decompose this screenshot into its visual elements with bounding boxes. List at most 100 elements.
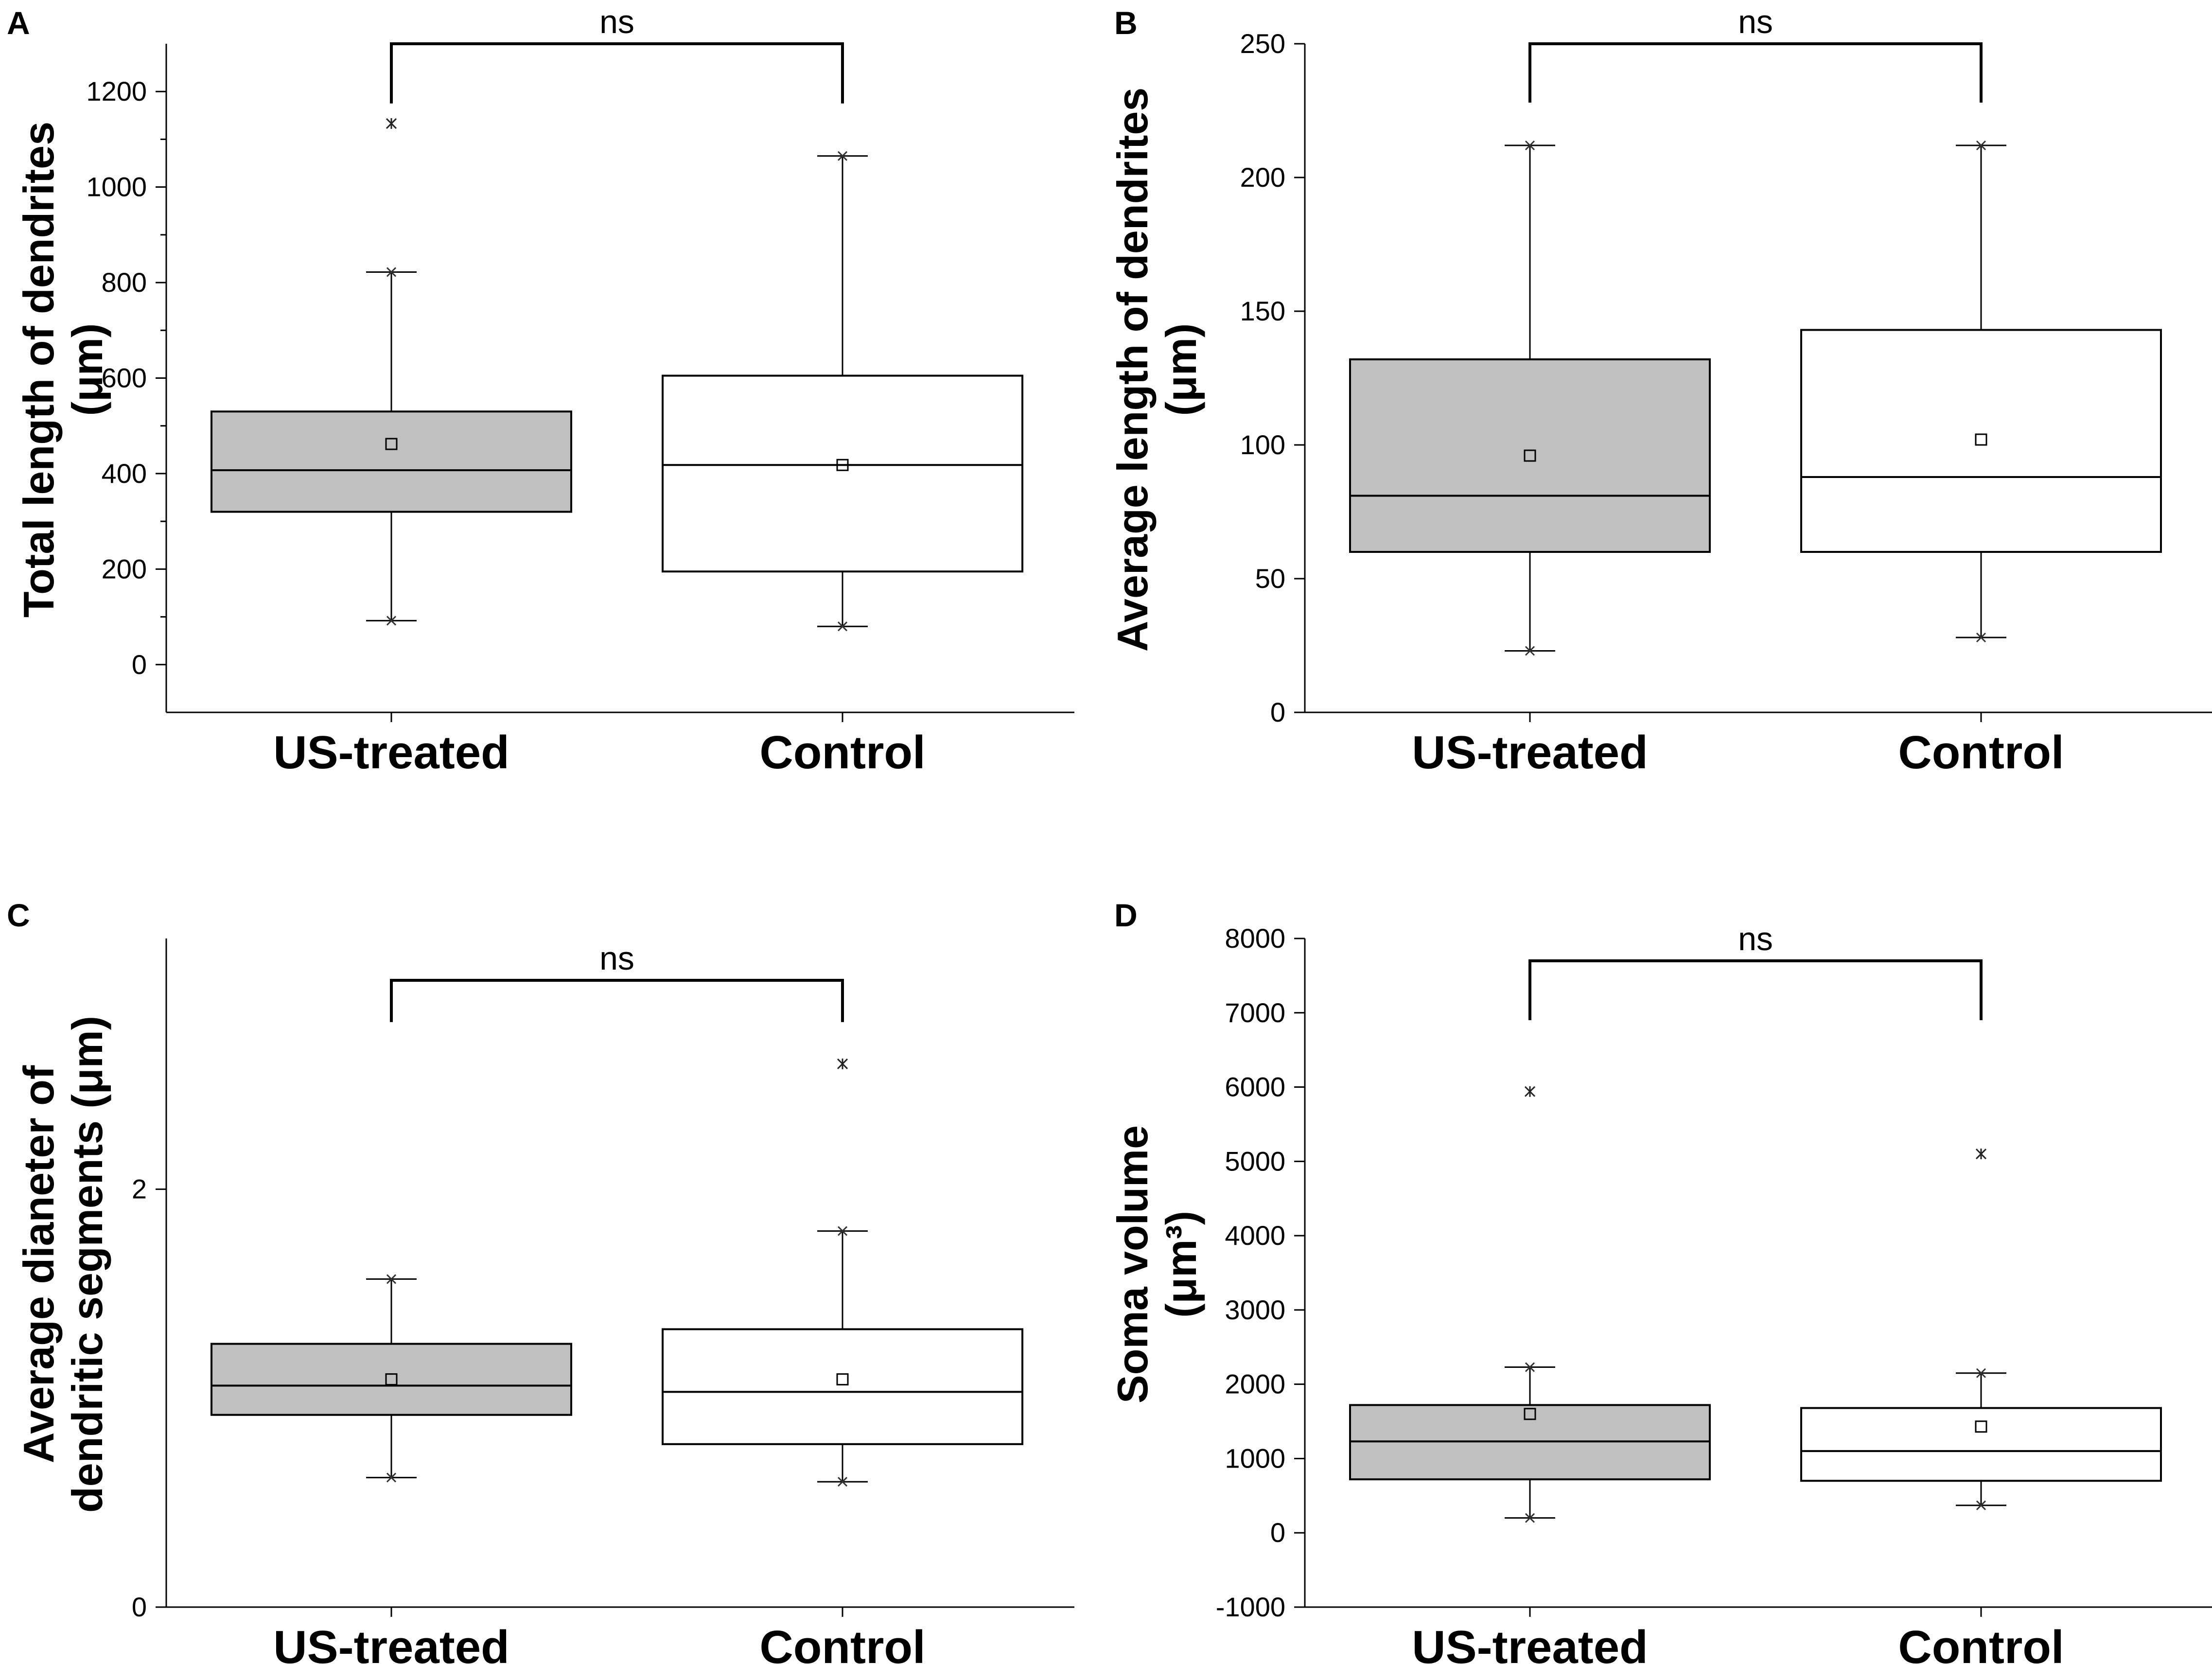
panel-c: C 0 2 US-treated Control Average dianeter of d…	[7, 897, 1074, 1664]
y-tick-label: 200	[102, 553, 147, 584]
significance-bracket	[1528, 959, 1983, 1021]
significance-label: ns	[599, 3, 634, 40]
outlier-marker	[386, 118, 397, 129]
box-us-treated	[211, 118, 572, 626]
y-tick-label: 0	[132, 1592, 147, 1622]
y-axis-title: (μm)	[63, 323, 111, 416]
y-tick-label: 1000	[86, 172, 147, 202]
outlier-marker	[837, 1058, 848, 1069]
y-tick-label: 0	[132, 649, 147, 680]
whisker-end-marker	[386, 267, 397, 277]
y-tick-label: 200	[1240, 162, 1285, 193]
y-axis-title: (μm)	[1157, 323, 1205, 416]
y-tick-label: 250	[1240, 28, 1285, 59]
box-us-treated	[1349, 140, 1711, 656]
y-tick-label: 50	[1255, 563, 1285, 594]
box-control	[662, 151, 1023, 632]
box-us-treated	[211, 1274, 572, 1483]
mean-marker	[836, 1373, 849, 1386]
y-tick-label: 600	[102, 363, 147, 393]
mean-marker	[1975, 433, 1987, 446]
whisker-end-marker	[1976, 1500, 1986, 1510]
y-axis-title: Average length of dendrites	[1108, 88, 1157, 652]
whisker-end-marker	[1525, 140, 1535, 151]
category-label: Control	[759, 1621, 925, 1664]
mean-marker	[1524, 1408, 1536, 1420]
iqr-box	[662, 374, 1023, 573]
whisker-end-marker	[837, 151, 848, 161]
iqr-box	[1349, 358, 1711, 553]
mean-marker	[1975, 1420, 1987, 1433]
y-tick-label: 8000	[1225, 923, 1285, 954]
y-tick-label: 5000	[1225, 1146, 1285, 1176]
panel-letter: A	[7, 5, 30, 41]
significance-label: ns	[1738, 3, 1773, 40]
iqr-box	[1800, 1407, 2162, 1482]
whisker-end-marker	[386, 1274, 397, 1284]
category-label: US-treated	[273, 726, 509, 779]
outlier-marker	[1975, 1148, 1987, 1160]
iqr-box	[662, 1328, 1023, 1445]
y-tick-label: 0	[1270, 697, 1285, 727]
y-tick-label: 0	[1270, 1517, 1285, 1548]
mean-marker	[1524, 449, 1536, 462]
mean-marker	[385, 438, 398, 450]
y-tick-label: 1000	[1225, 1443, 1285, 1473]
panel-letter: B	[1114, 5, 1138, 41]
panel-letter: D	[1114, 897, 1138, 933]
panel-a: A 0 200 400 600 800 1000 1200 US-treated Control T…	[7, 3, 1074, 779]
y-tick-label: 3000	[1225, 1294, 1285, 1325]
significance-bracket	[1528, 42, 1983, 103]
panel-letter: C	[7, 897, 30, 933]
whisker-end-marker	[837, 1477, 848, 1487]
significance-bracket	[390, 978, 844, 1022]
box-control	[1800, 140, 2162, 643]
y-tick-label: 100	[1240, 429, 1285, 460]
category-label: Control	[759, 726, 925, 779]
y-tick-label: 1200	[86, 76, 147, 106]
box-us-treated	[1349, 1086, 1711, 1523]
iqr-box	[211, 410, 572, 513]
y-axis-title: Total length of dendrites	[15, 122, 63, 618]
y-tick-label: 4000	[1225, 1220, 1285, 1251]
panel-d: D -1000 0 1000 2000 3000 4000 5000 6000 7000 8000 U…	[1108, 897, 2212, 1664]
whisker-end-marker	[1976, 632, 1986, 643]
whisker-end-marker	[837, 1226, 848, 1236]
significance-label: ns	[599, 940, 634, 977]
iqr-box	[211, 1343, 572, 1416]
y-axis-title: dendritic segments (μm)	[63, 1016, 111, 1513]
panel-b: B 0 50 100 150 200 250 US-treated Control Average…	[1108, 3, 2212, 779]
y-tick-label: 7000	[1225, 997, 1285, 1028]
whisker-end-marker	[1525, 1362, 1535, 1372]
whisker-end-marker	[1976, 140, 1986, 151]
mean-marker	[385, 1373, 398, 1386]
iqr-box	[1800, 329, 2162, 553]
significance-label: ns	[1738, 921, 1773, 957]
whisker-end-marker	[837, 621, 848, 632]
category-label: US-treated	[1412, 1621, 1648, 1664]
outlier-marker	[1524, 1086, 1536, 1097]
y-tick-label: 800	[102, 267, 147, 298]
significance-bracket	[390, 42, 844, 104]
y-tick-label: 2	[132, 1174, 147, 1204]
y-axis-title: Soma volume	[1108, 1125, 1157, 1403]
y-tick-label: 400	[102, 458, 147, 489]
category-label: US-treated	[1412, 726, 1648, 779]
category-label: Control	[1898, 1621, 2064, 1664]
y-tick-label: 150	[1240, 296, 1285, 326]
whisker-end-marker	[1525, 1513, 1535, 1523]
whisker-end-marker	[1976, 1368, 1986, 1378]
y-axis-title: (μm³)	[1157, 1211, 1205, 1318]
box-control	[1800, 1148, 2162, 1510]
y-tick-label: 2000	[1225, 1369, 1285, 1399]
y-tick-label: -1000	[1216, 1592, 1285, 1622]
y-axis-title: Average dianeter of	[15, 1065, 63, 1463]
mean-marker	[836, 459, 849, 471]
whisker-end-marker	[1525, 646, 1535, 656]
y-tick-label: 6000	[1225, 1072, 1285, 1102]
whisker-end-marker	[386, 616, 397, 626]
whisker-end-marker	[386, 1472, 397, 1483]
category-label: US-treated	[273, 1621, 509, 1664]
category-label: Control	[1898, 726, 2064, 779]
